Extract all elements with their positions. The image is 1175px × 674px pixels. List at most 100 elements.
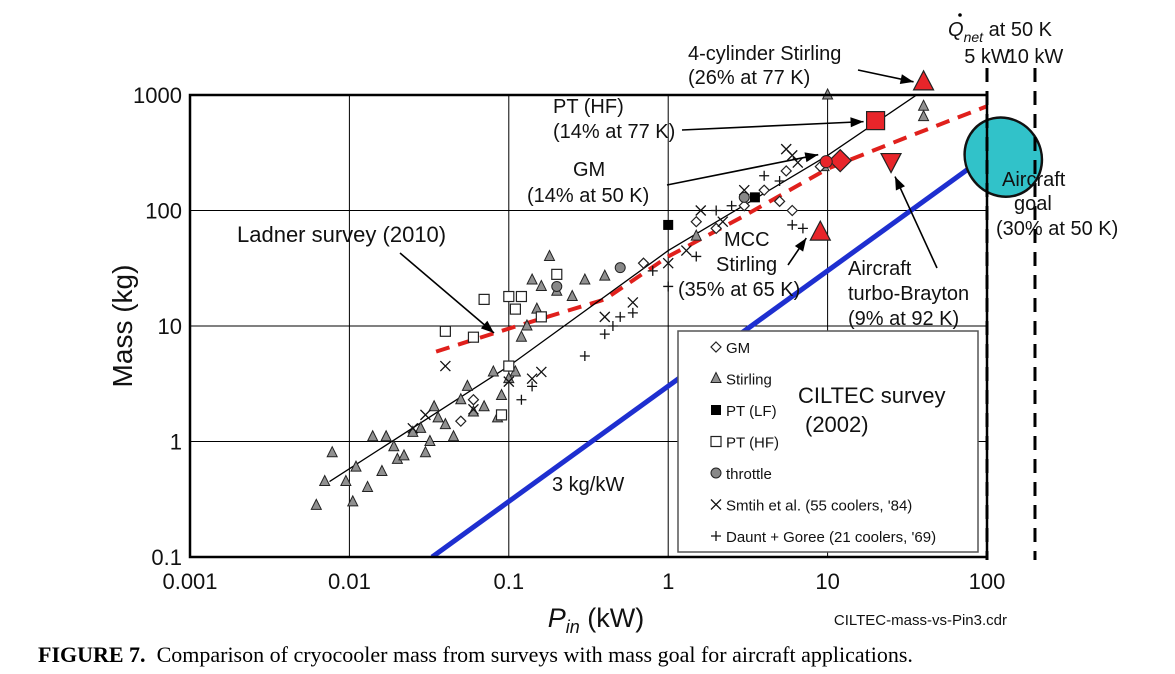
point-daunt <box>691 251 702 262</box>
label-mcc-sub: Stirling <box>716 254 777 276</box>
point-smith <box>439 360 451 372</box>
legend-label: GM <box>726 340 750 357</box>
point-smith <box>467 403 479 415</box>
point-stirling <box>380 429 392 442</box>
aircraft-goal-ellipse <box>963 116 1044 198</box>
label-ciltec-survey: CILTEC survey <box>798 383 946 408</box>
point-stirling <box>495 388 508 401</box>
point-stirling <box>424 434 436 446</box>
arrow-ladner <box>399 252 495 334</box>
legend: GM Stirling PT (LF) PT (HF) throttle Smtih et… <box>677 330 979 553</box>
point-stirling <box>535 279 548 291</box>
label-mcc-sub2: (35% at 65 K) <box>678 279 800 301</box>
point-smith <box>680 245 692 257</box>
y-tick-label: 10 <box>158 314 182 339</box>
x-tick-label: 0.001 <box>162 569 217 594</box>
point-smith <box>627 296 639 308</box>
point-smith <box>419 409 431 421</box>
point-stirling <box>467 404 480 417</box>
arrow-gm <box>666 153 819 186</box>
point-stirling <box>318 474 331 487</box>
point-pt-hf- <box>535 311 547 323</box>
qnet-marker-label: 5 kW <box>964 46 1010 68</box>
point-gm <box>690 215 703 228</box>
point-stirling <box>350 460 362 472</box>
label-3-kg-per-kw: 3 kg/kW <box>552 474 624 496</box>
arrow-turbo-brayton <box>894 176 938 269</box>
point-pt-hf- <box>503 360 515 372</box>
point-gm <box>637 257 650 270</box>
legend-marker-stirling <box>710 371 722 383</box>
x-tick-label: 10 <box>815 569 839 594</box>
point-stirling <box>917 99 930 111</box>
point-throttle <box>738 191 750 203</box>
point-stirling <box>432 410 444 423</box>
y-axis-label: Mass (kg) <box>107 265 138 388</box>
label-ladner-survey: Ladner survey (2010) <box>237 222 446 247</box>
point-pt-lf- <box>749 192 760 203</box>
arrow-4-cylinder-stirling-head <box>899 74 914 85</box>
point-daunt <box>516 394 527 405</box>
point-stirling <box>388 439 400 452</box>
plot-frame <box>188 93 989 559</box>
label-gm-sub: (14% at 50 K) <box>527 185 649 207</box>
point-throttle <box>614 262 626 274</box>
point-throttle <box>551 280 563 292</box>
point-stirling <box>579 272 591 285</box>
label-4-cylinder-stirling-sub: (26% at 77 K) <box>688 67 810 89</box>
highlight-turbo-brayton <box>880 152 903 174</box>
point-gm <box>780 165 793 177</box>
watermark-label: CILTEC-mass-vs-Pin3.cdr <box>834 612 1007 629</box>
point-pt-hf- <box>503 290 515 303</box>
label-gm: GM <box>573 159 605 181</box>
point-smith <box>526 373 538 385</box>
label-4-cylinder-stirling: 4-cylinder Stirling <box>688 43 841 65</box>
legend-marker-pt-lf <box>711 405 721 415</box>
point-stirling <box>521 318 533 331</box>
label-turbo-brayton-sub: turbo-Brayton <box>848 283 969 305</box>
point-stirling <box>515 330 528 342</box>
arrow-pt-hf <box>681 120 864 131</box>
point-stirling <box>326 445 339 458</box>
x-tick-label: 1 <box>662 569 674 594</box>
point-pt-hf- <box>495 409 508 421</box>
point-pt-hf- <box>509 303 521 315</box>
point-pt-hf- <box>478 293 490 305</box>
label-turbo-brayton: Aircraft <box>848 258 912 280</box>
point-stirling <box>690 229 703 241</box>
point-stirling <box>366 429 379 442</box>
caption-label: FIGURE 7. <box>38 642 146 667</box>
point-smith <box>535 366 547 378</box>
point-gm <box>773 195 786 208</box>
highlight-gm-dot <box>819 155 833 169</box>
legend-label: PT (LF) <box>726 403 777 420</box>
point-daunt <box>615 311 626 322</box>
label-turbo-brayton-sub2: (9% at 92 K) <box>848 308 959 330</box>
point-stirling <box>428 399 440 412</box>
y-tick-label: 0.1 <box>151 545 182 570</box>
point-smith <box>717 216 729 228</box>
point-stirling <box>439 417 452 430</box>
figure-caption: FIGURE 7. Comparison of cryocooler mass … <box>38 642 913 668</box>
x-tick-label: 0.01 <box>328 569 371 594</box>
highlight-mcc-stirling <box>809 219 832 241</box>
line-stirling-trend <box>329 95 918 483</box>
qnet-marker-label: 10 kW <box>1007 46 1064 68</box>
legend-label: PT (HF) <box>726 435 779 452</box>
point-stirling <box>566 289 579 302</box>
point-stirling <box>398 448 410 461</box>
point-daunt <box>774 176 785 187</box>
point-smith <box>738 184 750 196</box>
point-stirling <box>478 399 490 412</box>
point-daunt <box>607 321 618 331</box>
point-daunt <box>579 350 590 361</box>
point-daunt <box>711 205 722 216</box>
point-daunt <box>663 281 674 292</box>
legend-marker-daunt-goree-21-coolers-69 <box>711 531 721 541</box>
label-aircraft-goal-1: Aircraft <box>1002 169 1066 191</box>
highlight-4-cylinder-stirling <box>912 69 935 91</box>
arrow-pt-hf-head <box>850 117 864 128</box>
point-stirling <box>376 464 388 476</box>
point-daunt <box>647 265 658 276</box>
